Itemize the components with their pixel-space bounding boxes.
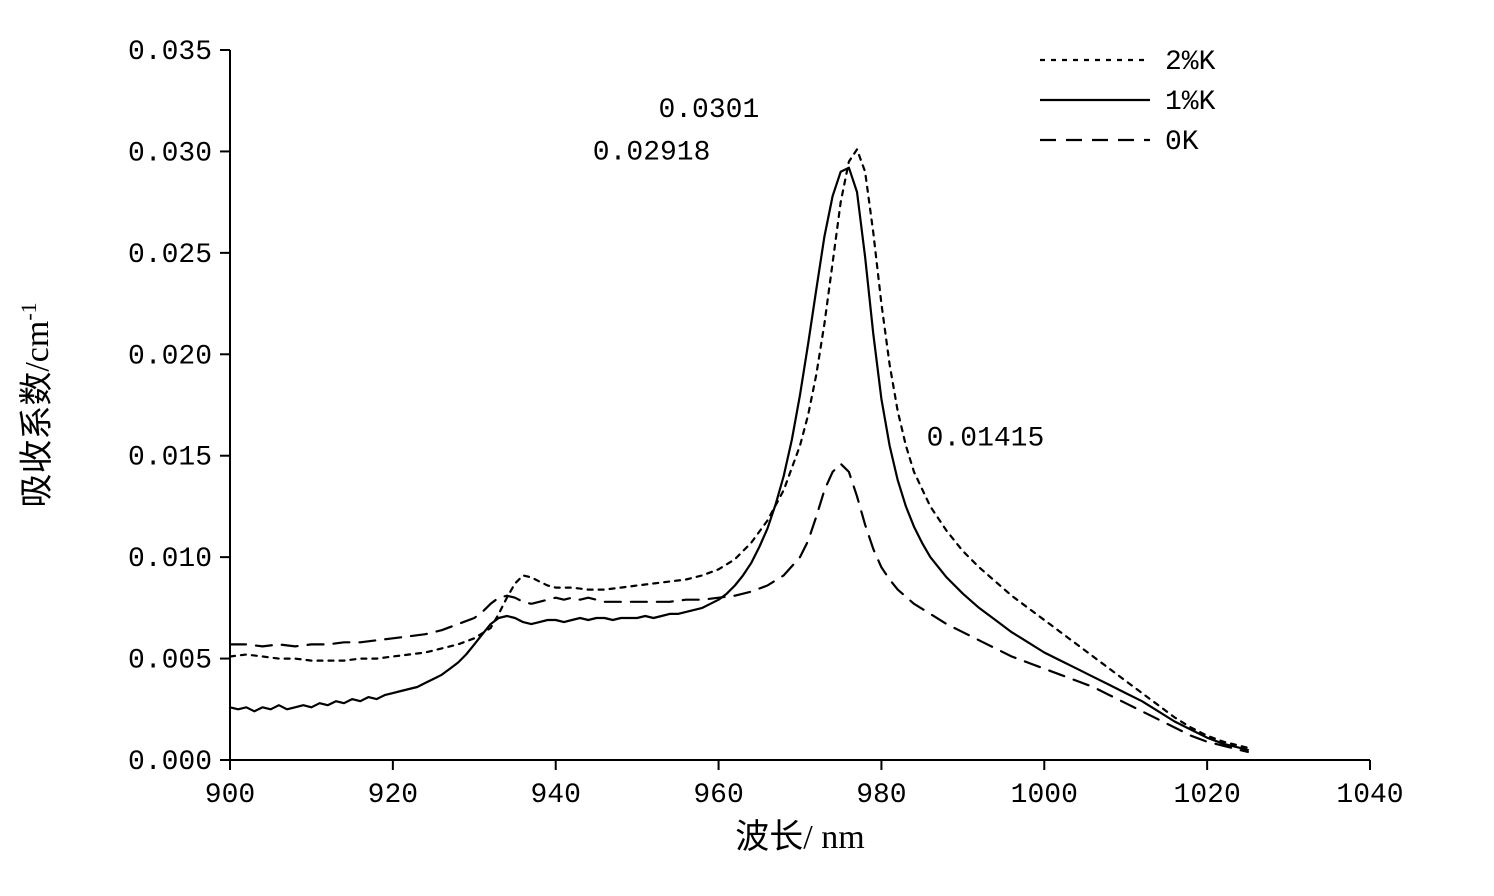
chart-container: 900 920 940 960 980 1000 1020 1040 0.000 0.005 0.0… xyxy=(0,0,1494,896)
x-tick-label: 900 xyxy=(205,780,255,811)
x-tick-label: 1000 xyxy=(1011,780,1078,811)
peak-annotation: 0.02918 xyxy=(593,138,711,169)
x-tick-label: 1040 xyxy=(1336,780,1403,811)
x-tick-label: 940 xyxy=(531,780,581,811)
y-tick-label: 0.005 xyxy=(128,646,212,677)
y-tick-label: 0.000 xyxy=(128,747,212,778)
series-0K xyxy=(230,464,1248,752)
x-axis-label: 波长/ nm xyxy=(735,818,864,856)
x-tick-label: 960 xyxy=(693,780,743,811)
x-tick-label: 1020 xyxy=(1174,780,1241,811)
peak-annotation: 0.0301 xyxy=(658,95,759,126)
legend-label: 1%K xyxy=(1165,87,1216,118)
legend-label: 0K xyxy=(1165,127,1199,158)
x-tick-label: 980 xyxy=(856,780,906,811)
series-1%K xyxy=(230,168,1248,750)
y-axis-label: 吸收系数/cm-1 xyxy=(16,302,57,507)
absorption-spectrum-chart: 900 920 940 960 980 1000 1020 1040 0.000 0.005 0.0… xyxy=(0,0,1494,896)
y-tick-label: 0.015 xyxy=(128,443,212,474)
x-tick-label: 920 xyxy=(368,780,418,811)
legend-label: 2%K xyxy=(1165,47,1216,78)
series-2%K xyxy=(230,149,1248,747)
y-tick-label: 0.020 xyxy=(128,341,212,372)
peak-annotation: 0.01415 xyxy=(927,424,1045,455)
y-tick-label: 0.010 xyxy=(128,544,212,575)
y-tick-label: 0.030 xyxy=(128,138,212,169)
y-tick-label: 0.035 xyxy=(128,37,212,68)
y-tick-label: 0.025 xyxy=(128,240,212,271)
